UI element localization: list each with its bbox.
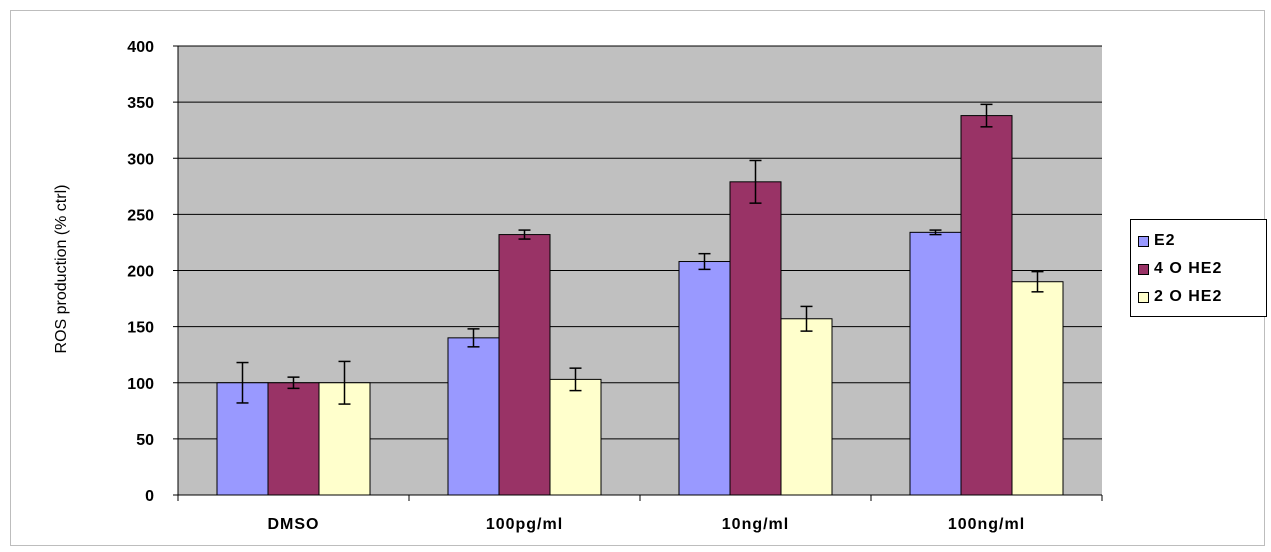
error-bar xyxy=(467,328,480,348)
error-bar xyxy=(749,159,762,204)
error-bar xyxy=(236,361,249,404)
legend-label-2ohe2: 2 O HE2 xyxy=(1154,288,1223,305)
x-tick-label: 100pg/ml xyxy=(486,516,563,533)
y-tick-label: 400 xyxy=(127,39,154,56)
legend-item-2ohe2: 2 O HE2 xyxy=(1138,283,1266,311)
bar-4ohe2-2 xyxy=(729,181,782,496)
x-tick-label: DMSO xyxy=(268,516,320,533)
error-bar xyxy=(287,376,300,390)
legend-item-e2: E2 xyxy=(1138,227,1266,255)
legend-swatch-4ohe2 xyxy=(1138,263,1149,275)
error-bar xyxy=(338,360,351,405)
x-tick-label: 100ng/ml xyxy=(948,516,1025,533)
bar-e2-2 xyxy=(678,261,731,496)
x-tick-label: 10ng/ml xyxy=(722,516,789,533)
error-bar xyxy=(698,252,711,271)
y-tick-label: 350 xyxy=(127,95,154,112)
error-bar xyxy=(929,229,942,236)
y-tick-labels: 0 50 100 150 200 250 300 350 400 xyxy=(127,39,178,505)
bar-e2-3 xyxy=(909,231,962,496)
legend: E2 4 O HE2 2 O HE2 xyxy=(1130,219,1267,317)
bar-4ohe2-1 xyxy=(498,234,551,496)
x-tick-labels: DMSO 100pg/ml 10ng/ml 100ng/ml xyxy=(177,495,1103,533)
bar-2ohe2-3 xyxy=(1011,281,1064,496)
legend-swatch-2ohe2 xyxy=(1138,291,1149,303)
legend-label-e2: E2 xyxy=(1154,232,1176,249)
error-bar xyxy=(518,229,531,240)
y-tick-label: 200 xyxy=(127,264,154,281)
y-axis-title: ROS production (% ctrl) xyxy=(53,185,70,354)
bars xyxy=(216,115,1064,496)
error-bar xyxy=(1031,270,1044,293)
error-bar xyxy=(980,103,993,128)
y-tick-label: 0 xyxy=(145,488,154,505)
bar-2ohe2-1 xyxy=(549,378,602,496)
legend-swatch-e2 xyxy=(1138,235,1149,247)
bar-2ohe2-2 xyxy=(780,318,833,496)
y-tick-label: 250 xyxy=(127,207,154,224)
y-tick-label: 50 xyxy=(136,432,154,449)
legend-label-4ohe2: 4 O HE2 xyxy=(1154,260,1223,277)
y-tick-label: 300 xyxy=(127,151,154,168)
error-bar xyxy=(800,305,813,332)
bar-e2-1 xyxy=(447,337,500,496)
error-bars xyxy=(236,103,1044,405)
bar-4ohe2-3 xyxy=(960,115,1013,496)
error-bar xyxy=(569,367,582,392)
y-tick-label: 150 xyxy=(127,320,154,337)
y-tick-label: 100 xyxy=(127,376,154,393)
legend-item-4ohe2: 4 O HE2 xyxy=(1138,255,1266,283)
bar-4ohe2-0 xyxy=(267,382,320,496)
